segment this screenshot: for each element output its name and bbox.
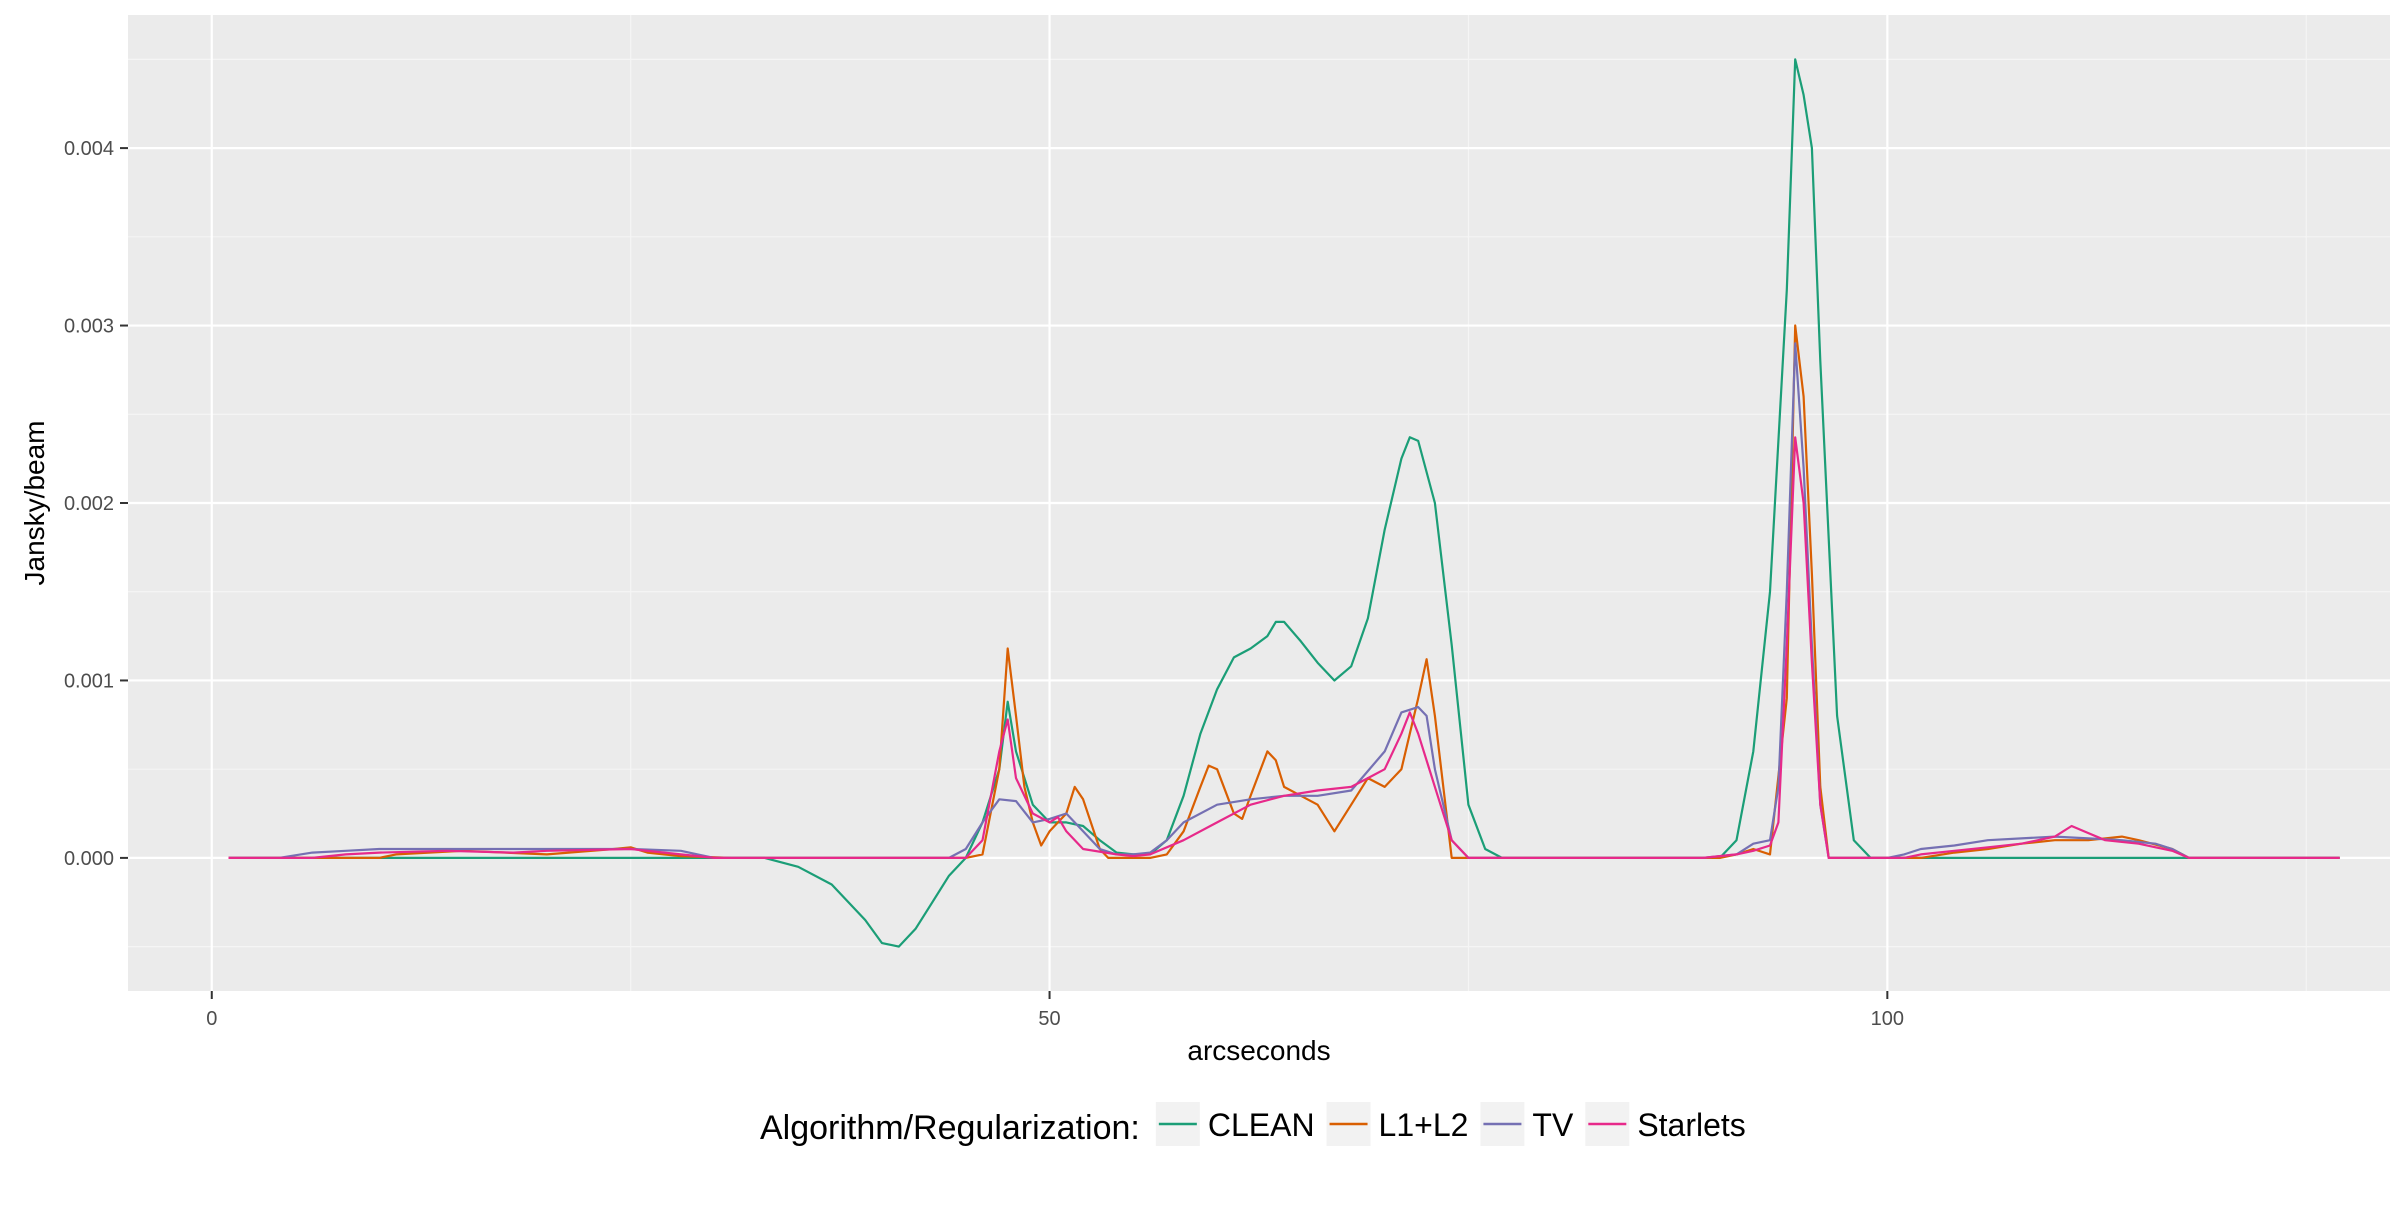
legend-label: L1+L2 [1379, 1107, 1469, 1143]
series-line-clean [228, 58, 2340, 948]
x-axis: 0 50 100 [206, 991, 1904, 1030]
y-tick-label: 0.003 [64, 316, 114, 338]
y-tick-label: 0.000 [64, 848, 114, 870]
x-axis-title: arcseconds [1187, 1035, 1330, 1066]
x-tick-label: 0 [206, 1008, 217, 1030]
x-tick-label: 50 [1038, 1008, 1060, 1030]
legend: Algorithm/Regularization: CLEAN L1+L2 TV St… [760, 1102, 1746, 1147]
y-tick-label: 0.001 [64, 670, 114, 692]
series-lines [228, 58, 2340, 948]
series-line-starlets [228, 436, 2340, 859]
y-axis-title: Jansky/beam [19, 421, 50, 586]
grid-major [128, 15, 2390, 991]
legend-label: Starlets [1637, 1107, 1745, 1143]
legend-label: CLEAN [1208, 1107, 1315, 1143]
y-axis: 0.000 0.001 0.002 0.003 0.004 [64, 138, 128, 870]
x-tick-label: 100 [1871, 1008, 1904, 1030]
legend-items: CLEAN L1+L2 TV Starlets [1155, 1102, 1746, 1146]
legend-title: Algorithm/Regularization: [760, 1109, 1140, 1147]
legend-label: TV [1532, 1107, 1574, 1143]
y-tick-label: 0.002 [64, 493, 114, 515]
y-tick-label: 0.004 [64, 138, 114, 160]
